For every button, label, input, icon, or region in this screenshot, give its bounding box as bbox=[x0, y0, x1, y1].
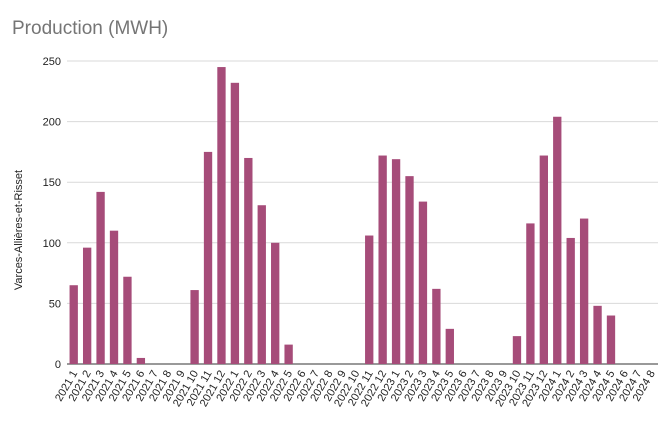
y-tick-label: 250 bbox=[43, 56, 61, 68]
bar bbox=[378, 155, 387, 364]
bar bbox=[365, 235, 374, 364]
bar bbox=[217, 67, 226, 364]
bar bbox=[391, 159, 401, 364]
bars bbox=[69, 67, 616, 364]
bar bbox=[553, 116, 562, 364]
bar bbox=[432, 288, 441, 364]
bar bbox=[593, 305, 602, 364]
bar bbox=[284, 344, 293, 364]
bar bbox=[512, 336, 522, 364]
y-tick-labels: 0 50 100 150 200 250 bbox=[43, 56, 61, 371]
bar bbox=[123, 276, 132, 364]
bar bbox=[606, 315, 616, 364]
bar bbox=[271, 242, 280, 364]
bar bbox=[566, 237, 575, 364]
bar bbox=[190, 290, 199, 364]
bar bbox=[257, 205, 266, 364]
bar bbox=[418, 201, 428, 364]
bar bbox=[96, 191, 105, 364]
bar bbox=[579, 218, 589, 364]
bar bbox=[203, 151, 213, 364]
y-tick-label: 0 bbox=[55, 359, 61, 371]
y-tick-label: 100 bbox=[43, 238, 61, 250]
chart-title: Production (MWH) bbox=[12, 18, 169, 39]
y-tick-label: 150 bbox=[43, 177, 61, 189]
bar bbox=[526, 223, 535, 364]
bar bbox=[136, 357, 146, 364]
y-axis-label: Varces-Allières-et-Risset bbox=[13, 170, 25, 290]
bar bbox=[109, 230, 119, 364]
bar bbox=[69, 285, 78, 364]
bar bbox=[82, 247, 92, 364]
bar bbox=[244, 157, 253, 364]
y-tick-label: 50 bbox=[49, 298, 61, 310]
bar bbox=[445, 328, 454, 364]
bar bbox=[230, 82, 240, 364]
y-tick-label: 200 bbox=[43, 117, 61, 129]
bar bbox=[539, 155, 548, 364]
bar bbox=[405, 176, 414, 364]
